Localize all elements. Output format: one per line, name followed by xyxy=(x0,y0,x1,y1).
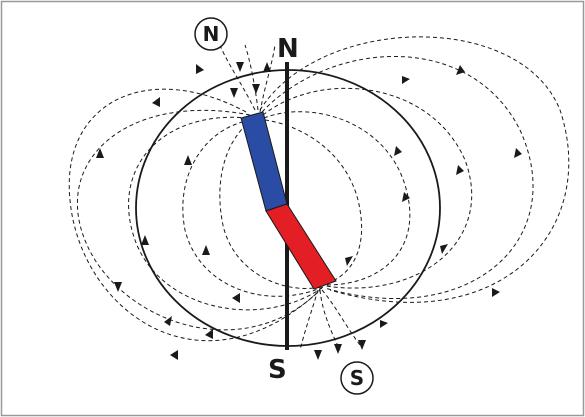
field-line xyxy=(76,109,321,331)
magnetic-south-label: S xyxy=(350,366,364,390)
field-line xyxy=(263,111,411,286)
arrow-icon xyxy=(380,320,388,328)
geographic-north-label: N xyxy=(277,34,299,64)
arrow-icon xyxy=(394,146,402,156)
field-line xyxy=(262,87,473,289)
arrow-icon xyxy=(440,244,448,254)
field-line xyxy=(182,119,324,297)
arrow-icon xyxy=(232,293,240,303)
arrow-icon xyxy=(184,155,192,165)
arrow-icon xyxy=(263,62,271,72)
field-line xyxy=(68,88,319,342)
field-line xyxy=(259,36,570,303)
magnetic-south-circle xyxy=(340,361,374,395)
field-line xyxy=(261,56,534,299)
field-line xyxy=(264,119,363,284)
arrow-icon xyxy=(514,148,522,158)
magnet-south-pole xyxy=(265,203,337,290)
arrow-icon xyxy=(334,344,342,354)
arrow-icon xyxy=(114,282,122,292)
arrow-icon xyxy=(205,329,213,339)
arrow-icon xyxy=(202,245,210,255)
arrow-icon xyxy=(141,235,149,245)
arrow-icon xyxy=(314,350,322,360)
arrow-icon xyxy=(345,256,353,266)
arrow-icon xyxy=(358,340,366,350)
arrow-icon xyxy=(402,76,410,84)
magnetic-north-label: N xyxy=(203,22,220,46)
field-arrows xyxy=(96,62,522,360)
arrow-icon xyxy=(164,316,172,326)
arrow-icon xyxy=(170,350,178,360)
arrow-icon xyxy=(152,97,160,107)
arrow-icon xyxy=(96,148,104,158)
field-line xyxy=(321,289,361,346)
geographic-south-label: S xyxy=(268,355,287,385)
arrow-icon xyxy=(252,84,260,94)
arrow-icon xyxy=(492,288,500,297)
arrow-icon xyxy=(456,165,464,175)
field-line xyxy=(259,44,276,113)
magnetic-north-circle xyxy=(194,17,228,51)
arrow-icon xyxy=(230,88,238,98)
arrow-icon xyxy=(236,62,244,72)
field-line xyxy=(128,116,323,311)
arrow-icon xyxy=(456,65,465,75)
arrow-icon xyxy=(196,64,204,74)
arrow-icon xyxy=(402,192,410,202)
